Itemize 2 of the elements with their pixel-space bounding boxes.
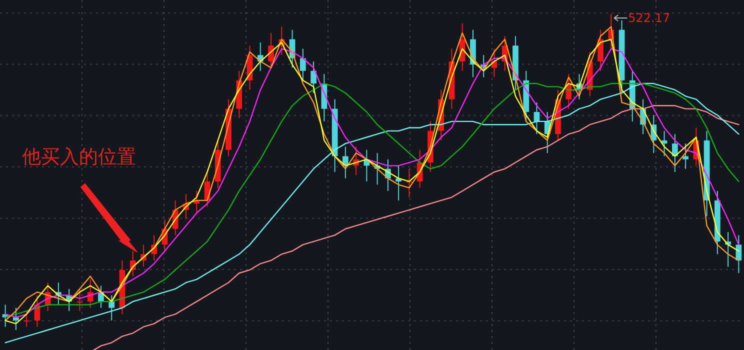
annotation: 他买入的位置: [22, 146, 136, 168]
annotation: 522.17: [628, 11, 670, 25]
